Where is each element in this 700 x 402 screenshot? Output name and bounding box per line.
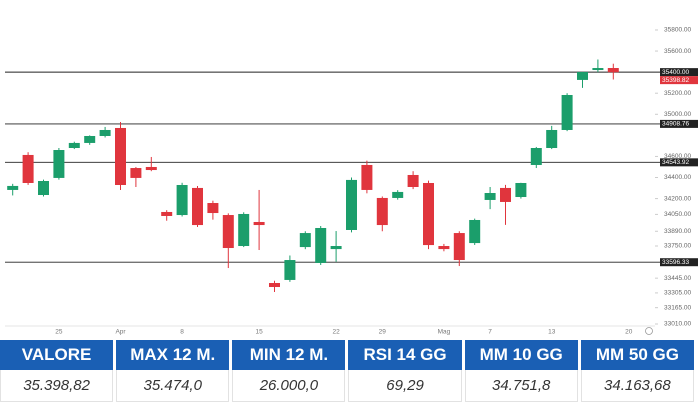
candle-body xyxy=(346,179,357,230)
last-price-label: 35398.82 xyxy=(662,77,689,84)
value-cell: 26.000,0 xyxy=(232,370,346,402)
last-price-box xyxy=(660,76,698,85)
x-tick-label: 13 xyxy=(548,329,556,336)
candle-body xyxy=(299,233,311,248)
candle-body xyxy=(607,68,619,73)
header-cell: MAX 12 M. xyxy=(116,340,230,370)
candle-body xyxy=(253,221,265,226)
candle-body xyxy=(453,233,465,261)
x-tick-label: 8 xyxy=(180,329,184,336)
header-row: VALORE MAX 12 M. MIN 12 M. RSI 14 GG MM 10 G… xyxy=(0,340,694,370)
header-cell: MM 50 GG xyxy=(580,340,694,370)
y-tick-label: 35800.00 xyxy=(664,27,691,34)
settings-icon[interactable] xyxy=(645,327,653,335)
y-tick-label: 35000.00 xyxy=(664,111,691,118)
header-cell: RSI 14 GG xyxy=(348,340,462,370)
y-tick-label: 33750.00 xyxy=(664,243,691,250)
candle-body xyxy=(530,148,542,165)
y-tick-label: 34200.00 xyxy=(664,195,691,202)
candle-body xyxy=(38,180,49,196)
candle-body xyxy=(392,191,404,198)
candle-body xyxy=(469,219,481,244)
candle-body xyxy=(99,129,111,136)
value-cell: 69,29 xyxy=(348,370,462,402)
x-tick-label: 15 xyxy=(255,329,263,336)
candle-body xyxy=(484,193,496,200)
chart: 35800.00 35600.00 35200.00 35000.00 34600.00… xyxy=(5,27,698,336)
candle-body xyxy=(561,94,573,130)
x-tick-label: Apr xyxy=(115,329,126,336)
header-cell: MM 10 GG xyxy=(464,340,578,370)
candle-body xyxy=(515,182,527,198)
level-label: 34908.76 xyxy=(662,121,689,128)
candle-body xyxy=(68,142,80,149)
y-tick-label: 33305.00 xyxy=(664,290,691,297)
candle-body xyxy=(407,174,419,187)
candle-body xyxy=(238,213,250,247)
level-box xyxy=(660,119,698,128)
candle-body xyxy=(145,166,157,171)
y-tick-label: 33165.00 xyxy=(664,304,691,311)
candle-body xyxy=(53,150,65,178)
y-tick-label: 33445.00 xyxy=(664,275,691,282)
candle-body xyxy=(284,260,296,280)
candle-body xyxy=(577,72,588,80)
x-tick-label: 22 xyxy=(332,329,340,336)
level-box xyxy=(660,158,698,167)
candle-body xyxy=(7,185,19,190)
candle-body xyxy=(130,168,142,178)
x-tick-label: 20 xyxy=(625,329,633,336)
y-tick-label: 33010.00 xyxy=(664,321,691,328)
y-tick-label: 35600.00 xyxy=(664,48,691,55)
candle-body xyxy=(438,246,450,250)
candle-body xyxy=(22,154,34,183)
candle-body xyxy=(361,164,373,190)
candle-body xyxy=(192,187,203,226)
candle-body xyxy=(376,197,388,226)
candle-body xyxy=(592,68,604,71)
x-tick-label: 25 xyxy=(55,329,63,336)
candle-body xyxy=(330,246,342,250)
level-label: 35400.00 xyxy=(662,69,689,76)
y-tick-label: 34600.00 xyxy=(664,153,691,160)
x-tick-label: 29 xyxy=(379,329,387,336)
candle-body xyxy=(161,211,173,216)
candle-body xyxy=(176,184,188,216)
level-label: 34543.92 xyxy=(662,159,689,166)
candle-body xyxy=(500,187,511,202)
candle-body xyxy=(315,227,327,263)
y-tick-label: 34050.00 xyxy=(664,211,691,218)
value-cell: 35.398,82 xyxy=(0,370,114,402)
candle-body xyxy=(84,135,96,143)
value-cell: 34.751,8 xyxy=(464,370,578,402)
level-box xyxy=(660,258,698,267)
candle-body xyxy=(269,283,280,288)
x-tick-label: Mag xyxy=(438,329,451,336)
value-cell: 34.163,68 xyxy=(580,370,694,402)
y-tick-label: 34400.00 xyxy=(664,174,691,181)
x-tick-label: 7 xyxy=(488,329,492,336)
value-row: 35.398,82 35.474,0 26.000,0 69,29 34.751,8 34… xyxy=(0,370,694,402)
y-tick-label: 35200.00 xyxy=(664,90,691,97)
level-label: 33596.33 xyxy=(662,259,689,266)
candle-body xyxy=(546,129,558,149)
candle-body xyxy=(222,215,234,249)
value-cell: 35.474,0 xyxy=(116,370,230,402)
candle-body xyxy=(423,182,434,246)
candle-body xyxy=(115,127,126,185)
stats-table: VALORE MAX 12 M. MIN 12 M. RSI 14 GG MM 10 G… xyxy=(0,340,697,402)
candle-body xyxy=(207,203,219,214)
header-cell: MIN 12 M. xyxy=(232,340,346,370)
level-box xyxy=(660,68,698,77)
header-cell: VALORE xyxy=(0,340,114,370)
y-tick-label: 33890.00 xyxy=(664,228,691,235)
